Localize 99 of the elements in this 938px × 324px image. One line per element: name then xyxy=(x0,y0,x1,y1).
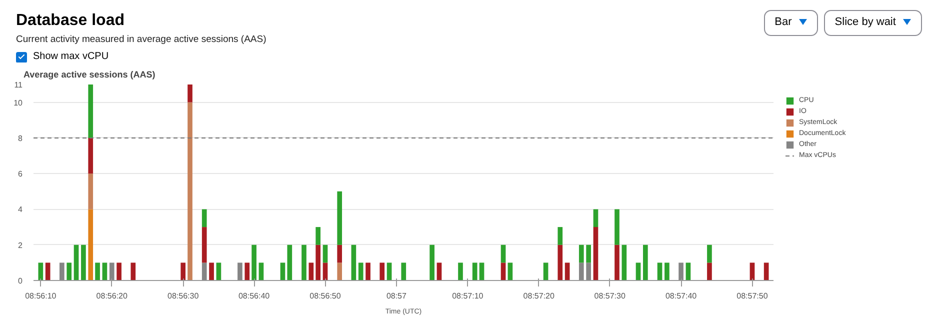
x-tick-label: 08:56:10 xyxy=(25,292,57,300)
y-tick-label: 2 xyxy=(18,240,24,250)
bar xyxy=(664,262,670,280)
y-tick-label: 4 xyxy=(18,205,24,214)
bar xyxy=(436,262,442,280)
bar xyxy=(657,262,662,280)
bar xyxy=(244,262,250,280)
x-tick-label: 08:57:20 xyxy=(523,292,555,300)
bar xyxy=(380,262,385,280)
chart-title: Database load xyxy=(16,11,124,31)
x-tick-label: 08:56:40 xyxy=(238,292,270,300)
bar xyxy=(386,262,392,280)
bar xyxy=(202,227,207,263)
bar xyxy=(337,262,342,280)
bar xyxy=(88,138,94,174)
bar xyxy=(95,262,100,280)
bar xyxy=(643,244,648,280)
bar xyxy=(66,262,72,280)
x-tick-label: 08:57:50 xyxy=(736,292,768,300)
bar xyxy=(258,262,264,280)
bar xyxy=(508,262,513,280)
bar xyxy=(202,262,207,280)
bar xyxy=(636,262,641,280)
bar xyxy=(116,262,122,280)
x-tick-label: 08:57 xyxy=(386,292,408,300)
bar xyxy=(479,262,484,280)
bar xyxy=(578,262,584,280)
bar xyxy=(337,244,342,263)
bar xyxy=(401,262,406,280)
y-tick-label: 10 xyxy=(14,98,24,108)
bar xyxy=(180,262,186,280)
y-tick-label: 11 xyxy=(14,80,24,90)
bar xyxy=(458,262,463,280)
bar xyxy=(543,262,548,280)
bar xyxy=(686,262,691,280)
bar xyxy=(88,174,94,210)
bar xyxy=(322,244,328,263)
x-tick-label: 08:56:20 xyxy=(96,292,128,300)
bar xyxy=(622,244,627,280)
bar xyxy=(614,209,620,245)
bar xyxy=(500,262,506,280)
bar xyxy=(564,262,570,280)
bar xyxy=(38,262,44,280)
bar xyxy=(238,262,242,280)
y-tick-label: 6 xyxy=(18,170,24,179)
bar xyxy=(707,244,712,263)
bar xyxy=(130,262,136,280)
bar xyxy=(678,262,684,280)
bar xyxy=(322,262,328,280)
bar xyxy=(81,244,86,280)
bar xyxy=(102,262,108,280)
bar xyxy=(586,244,591,263)
bar xyxy=(252,244,256,280)
bar xyxy=(578,244,584,263)
chart-subtitle: Current activity measured in average active sessions (AAS) xyxy=(16,33,266,47)
x-tick-label: 08:57:40 xyxy=(665,292,698,300)
bar xyxy=(216,262,222,280)
y-tick-label: 8 xyxy=(18,134,24,143)
x-tick-label: 08:56:30 xyxy=(168,292,200,300)
bar xyxy=(316,227,320,245)
text: Bar xyxy=(764,10,818,36)
bar xyxy=(209,262,214,280)
bar xyxy=(430,244,434,280)
bar xyxy=(366,262,370,280)
bar xyxy=(316,244,320,280)
bar xyxy=(593,209,598,228)
bar xyxy=(750,262,755,280)
text: Slice by wait xyxy=(824,10,922,36)
bar xyxy=(188,84,192,102)
bar xyxy=(500,244,506,263)
bar xyxy=(280,262,286,280)
bar xyxy=(88,209,94,280)
bar xyxy=(593,227,598,280)
bar xyxy=(358,262,364,280)
bar xyxy=(764,262,769,280)
bar xyxy=(109,262,114,280)
bar xyxy=(614,244,620,280)
text: Show max vCPU xyxy=(32,50,109,64)
bar xyxy=(337,191,342,245)
bar xyxy=(707,262,712,280)
bar xyxy=(308,262,314,280)
bar xyxy=(188,102,192,280)
bar xyxy=(60,262,64,280)
x-tick-label: 08:57:30 xyxy=(594,292,626,300)
bar xyxy=(558,227,563,245)
bar xyxy=(472,262,478,280)
bar xyxy=(287,244,292,280)
bar xyxy=(88,84,94,138)
bar xyxy=(351,244,356,280)
bar xyxy=(45,262,50,280)
bar xyxy=(202,209,207,228)
bar xyxy=(74,244,79,280)
y-axis-title: Average active sessions (AAS) xyxy=(24,70,156,80)
y-tick-label: 0 xyxy=(18,276,24,286)
bar xyxy=(586,262,591,280)
x-tick-label: 08:56:50 xyxy=(310,292,342,300)
x-tick-label: 08:57:10 xyxy=(452,292,484,300)
bar xyxy=(302,244,306,280)
bar xyxy=(558,244,563,280)
